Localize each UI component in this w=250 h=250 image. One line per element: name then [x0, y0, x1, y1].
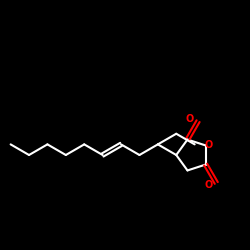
Text: O: O — [204, 180, 212, 190]
Text: O: O — [186, 114, 194, 124]
Text: O: O — [204, 140, 212, 150]
